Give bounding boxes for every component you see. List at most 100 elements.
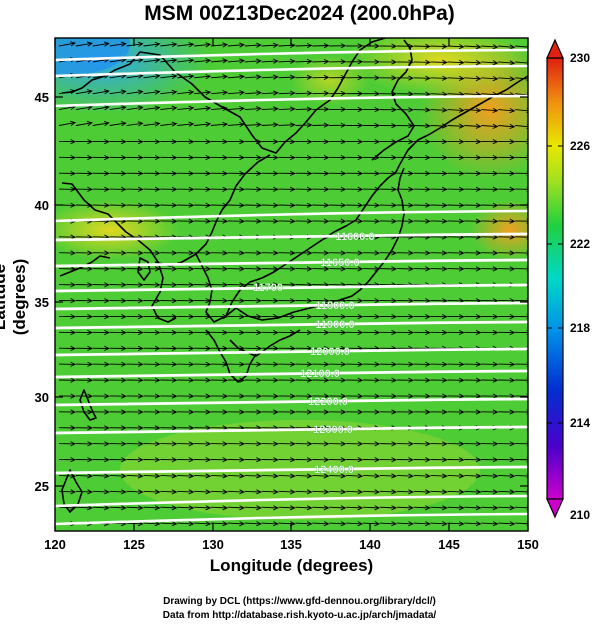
wind-vector xyxy=(295,202,313,208)
wind-vector xyxy=(498,409,516,415)
wind-vector xyxy=(363,218,381,224)
wind-vector xyxy=(346,139,364,145)
wind-vector xyxy=(143,361,161,367)
wind-vector xyxy=(312,361,330,367)
wind-vector xyxy=(160,154,178,161)
wind-vector xyxy=(363,106,381,113)
wind-vector xyxy=(227,313,246,320)
wind-vector xyxy=(143,377,161,383)
wind-vector xyxy=(430,313,448,320)
wind-vector xyxy=(177,139,195,145)
wind-vector xyxy=(515,44,528,50)
contour-line xyxy=(55,48,528,62)
wind-vector xyxy=(464,329,482,336)
wind-vector xyxy=(312,139,330,145)
wind-vector xyxy=(346,122,364,129)
wind-vector xyxy=(58,139,77,145)
wind-vector xyxy=(481,361,499,367)
wind-vector xyxy=(481,489,499,495)
wind-vector xyxy=(379,314,398,320)
wind-vector xyxy=(194,441,212,447)
wind-vector xyxy=(75,489,93,495)
wind-vector xyxy=(261,42,279,48)
wind-vector xyxy=(396,154,414,161)
wind-vector xyxy=(329,377,347,383)
wind-vector xyxy=(430,505,448,511)
wind-vector xyxy=(413,473,431,479)
wind-vector xyxy=(379,298,398,304)
wind-vector xyxy=(396,457,414,463)
wind-vector xyxy=(143,505,161,511)
contour-line xyxy=(55,301,528,311)
wind-vector xyxy=(58,409,77,415)
wind-vector xyxy=(329,361,347,367)
wind-vector xyxy=(160,266,178,272)
wind-vector xyxy=(312,457,330,463)
wind-vector xyxy=(261,139,279,145)
wind-vector xyxy=(363,505,381,511)
wind-vector xyxy=(126,139,144,145)
wind-vector xyxy=(396,139,414,145)
wind-vector xyxy=(177,73,195,80)
wind-vector xyxy=(413,313,431,320)
wind-vector xyxy=(75,473,93,479)
wind-vector xyxy=(244,170,262,177)
wind-vector xyxy=(75,170,93,177)
wind-vector xyxy=(92,345,110,352)
wind-vector xyxy=(329,505,347,511)
wind-vector xyxy=(464,123,482,129)
wind-vector xyxy=(312,298,330,304)
wind-vector xyxy=(498,154,516,161)
wind-vector xyxy=(92,314,110,320)
wind-vector xyxy=(396,91,414,97)
wind-vector xyxy=(261,154,279,161)
wind-vector xyxy=(261,218,279,224)
wind-vector xyxy=(430,170,448,177)
wind-vector xyxy=(244,521,262,527)
wind-vector xyxy=(413,457,431,463)
wind-vector xyxy=(447,218,465,224)
wind-vector xyxy=(515,60,528,66)
wind-vector xyxy=(58,441,77,447)
wind-vector xyxy=(329,43,347,49)
wind-vector xyxy=(363,122,381,129)
wind-vector xyxy=(430,202,448,208)
wind-vector xyxy=(329,154,347,161)
wind-vector xyxy=(379,43,398,49)
wind-vector xyxy=(126,105,144,111)
contour-line xyxy=(55,283,528,293)
contour-line xyxy=(55,369,528,379)
wind-vector xyxy=(379,59,398,65)
wind-vector xyxy=(227,154,246,161)
wind-vector xyxy=(346,329,364,336)
x-tick-label: 140 xyxy=(359,537,381,552)
wind-vector xyxy=(160,202,178,208)
wind-vector xyxy=(295,58,313,64)
wind-vector xyxy=(295,90,313,96)
wind-vector xyxy=(278,361,296,367)
coastlines xyxy=(59,38,528,513)
wind-vector xyxy=(464,107,482,113)
wind-vector xyxy=(363,441,381,447)
wind-vector xyxy=(278,90,296,96)
wind-vector xyxy=(379,218,398,224)
wind-vector xyxy=(143,73,161,79)
wind-vector xyxy=(363,139,381,145)
shaded-field: 11600.0 11650.0 11700 11800.0 11900.0 12000.0… xyxy=(55,38,528,531)
wind-vector xyxy=(109,314,127,320)
wind-vector xyxy=(75,329,93,336)
wind-vector xyxy=(194,186,212,192)
wind-vector xyxy=(447,202,465,208)
wind-vector xyxy=(143,489,161,495)
wind-vector xyxy=(75,505,93,511)
wind-vector xyxy=(329,90,347,97)
wind-vector xyxy=(430,75,448,81)
wind-vector xyxy=(346,59,364,65)
wind-vector xyxy=(160,57,178,64)
wind-vector xyxy=(363,75,381,81)
wind-vector xyxy=(464,75,482,82)
wind-vector xyxy=(75,139,93,145)
wind-vector xyxy=(160,121,178,127)
contour-line xyxy=(55,347,528,357)
wind-vector xyxy=(227,218,246,224)
